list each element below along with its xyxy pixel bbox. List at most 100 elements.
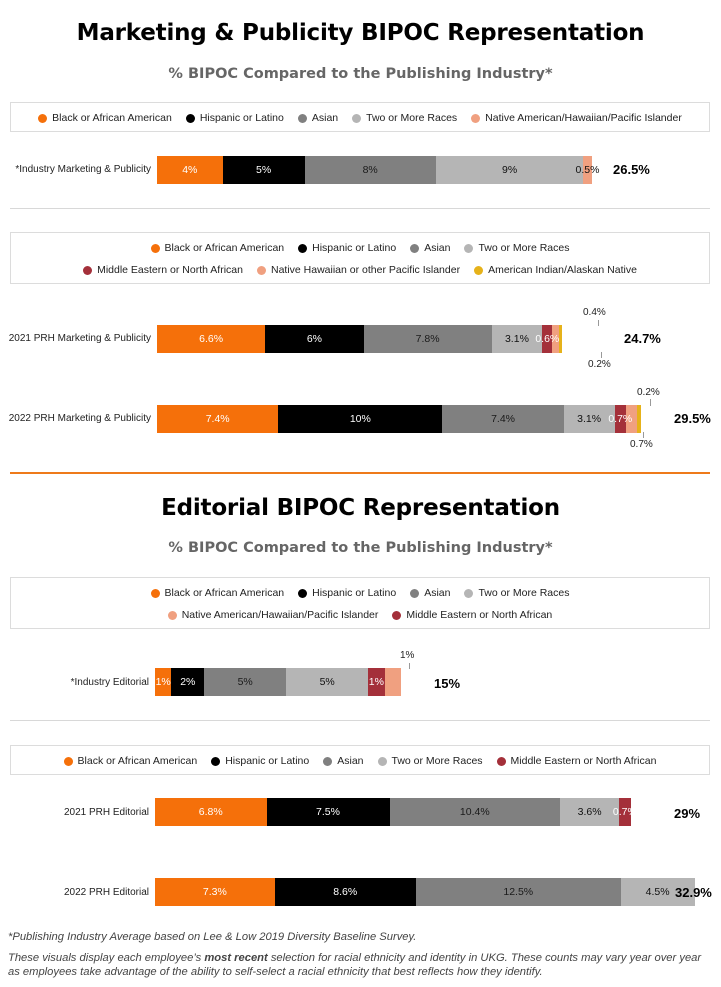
data-label: 3.1%: [577, 413, 602, 425]
bar-2021-marketing: 6.6% 6% 7.8% 3.1% 0.6%: [157, 325, 562, 353]
legend-swatch: [298, 588, 308, 598]
legend-row: Black or African American Hispanic or Lat…: [11, 242, 709, 254]
data-label: 6.6%: [199, 333, 224, 345]
bar-segment: 6.8%: [155, 798, 267, 826]
section2-title: Editorial BIPOC Representation: [161, 495, 560, 521]
legend-row: Middle Eastern or North African Native Ha…: [11, 264, 709, 276]
legend-label: Hispanic or Latino: [199, 112, 284, 124]
legend-row: Black or African American Hispanic or Lat…: [11, 755, 709, 767]
bar-segment: [552, 325, 559, 353]
legend-swatch: [298, 243, 308, 253]
bar-segment: 4%: [157, 156, 223, 184]
section2-subtitle: % BIPOC Compared to the Publishing Indus…: [168, 540, 553, 556]
footnote-text: These visuals display each employee’s: [8, 952, 205, 964]
bar-2022-editorial: 7.3% 8.6% 12.5% 4.5%: [155, 878, 695, 906]
bar-industry-marketing: 4% 5% 8% 9% 0.5%: [157, 156, 599, 184]
legend-item: Asian: [410, 242, 450, 254]
legend-item: Middle Eastern or North African: [392, 609, 552, 621]
legend-label: Asian: [337, 755, 364, 767]
legend-item: Hispanic or Latino: [185, 112, 284, 124]
row-label-2021-marketing: 2021 PRH Marketing & Publicity: [8, 333, 151, 344]
legend-label: Hispanic or Latino: [312, 242, 397, 254]
data-label: 2%: [180, 676, 196, 688]
legend-item: Hispanic or Latino: [298, 587, 396, 599]
data-label: 4%: [182, 164, 198, 176]
divider: [10, 720, 710, 721]
legend-label: Black or African American: [164, 242, 285, 254]
legend-swatch: [464, 588, 474, 598]
bar-segment: [637, 405, 641, 433]
callout-leader: [598, 320, 599, 326]
bar-segment: 3.1%: [563, 405, 615, 433]
bar-segment: 3.1%: [491, 325, 543, 353]
bar-segment: 0.7%: [613, 798, 637, 826]
data-label: 4.5%: [645, 886, 670, 898]
legend-prh-marketing: Black or African American Hispanic or Lat…: [10, 232, 710, 284]
legend-swatch: [323, 756, 333, 766]
total-2021-marketing: 24.7%: [624, 331, 661, 346]
legend-swatch: [150, 588, 160, 598]
legend-label: Asian: [311, 112, 339, 124]
data-label: 12.5%: [503, 886, 534, 898]
row-label-2022-editorial: 2022 PRH Editorial: [63, 887, 149, 898]
bar-segment: 7.8%: [363, 325, 492, 353]
legend-swatch: [63, 756, 73, 766]
total-2022-editorial: 32.9%: [675, 885, 712, 900]
legend-label: Two or More Races: [478, 587, 570, 599]
legend-item: Hispanic or Latino: [298, 242, 396, 254]
legend-swatch: [392, 610, 402, 620]
data-label: 1%: [368, 676, 384, 688]
bar-segment: 5%: [222, 156, 305, 184]
legend-item: Middle Eastern or North African: [83, 264, 243, 276]
legend-swatch: [410, 588, 420, 598]
legend-swatch: [471, 113, 481, 123]
bar-segment: 12.5%: [415, 878, 621, 906]
legend-industry-editorial: Black or African American Hispanic or Lat…: [10, 577, 710, 629]
legend-item: Middle Eastern or North African: [496, 755, 656, 767]
bar-segment: [384, 668, 401, 696]
bar-segment: 8%: [304, 156, 436, 184]
bar-segment: 4.5%: [620, 878, 695, 906]
legend-swatch: [185, 113, 195, 123]
bar-segment: 8.6%: [274, 878, 416, 906]
legend-swatch: [352, 113, 362, 123]
bar-2022-marketing: 7.4% 10% 7.4% 3.1% 0.7%: [157, 405, 641, 433]
data-label: 7.8%: [415, 333, 440, 345]
legend-label: Native American/Hawaiian/Pacific Islande…: [485, 112, 682, 124]
bar-segment: 7.3%: [155, 878, 275, 906]
legend-swatch: [150, 243, 160, 253]
callout-2022-american-indian: 0.2%: [637, 387, 660, 398]
bar-segment: 7.5%: [266, 798, 390, 826]
data-label: 8%: [362, 164, 378, 176]
legend-swatch: [410, 243, 420, 253]
legend-label: Two or More Races: [391, 755, 483, 767]
data-label: 6.8%: [198, 806, 223, 818]
row-label-industry-marketing: *Industry Marketing & Publicity: [15, 164, 151, 175]
row-label-industry-editorial: *Industry Editorial: [70, 677, 149, 688]
legend-item: Asian: [297, 112, 339, 124]
bar-segment: 0.7%: [608, 405, 632, 433]
legend-label: Two or More Races: [366, 112, 458, 124]
legend-item: Two or More Races: [377, 755, 483, 767]
bar-segment: [558, 325, 562, 353]
legend-row: Native American/Hawaiian/Pacific Islande…: [11, 609, 709, 621]
bar-segment: 0.5%: [576, 156, 599, 184]
data-label: 5%: [256, 164, 272, 176]
legend-swatch: [377, 756, 387, 766]
data-label: 0.7%: [608, 413, 633, 425]
bar-segment: 6.6%: [157, 325, 266, 353]
data-label: 10.4%: [459, 806, 490, 818]
legend-swatch: [256, 265, 266, 275]
data-label: 3.1%: [504, 333, 529, 345]
bar-segment: 6%: [265, 325, 364, 353]
legend-label: Asian: [424, 587, 451, 599]
row-label-2021-editorial: 2021 PRH Editorial: [63, 807, 149, 818]
section1-subtitle: % BIPOC Compared to the Publishing Indus…: [168, 66, 553, 82]
total-2022-marketing: 29.5%: [674, 411, 711, 426]
data-label: 0.6%: [535, 333, 560, 345]
data-label: 9%: [501, 164, 518, 176]
legend-label: Two or More Races: [478, 242, 570, 254]
footnote-explanation: These visuals display each employee’s mo…: [8, 951, 713, 979]
legend-item: Asian: [323, 755, 364, 767]
callout-2021-american-indian: 0.2%: [588, 359, 611, 370]
